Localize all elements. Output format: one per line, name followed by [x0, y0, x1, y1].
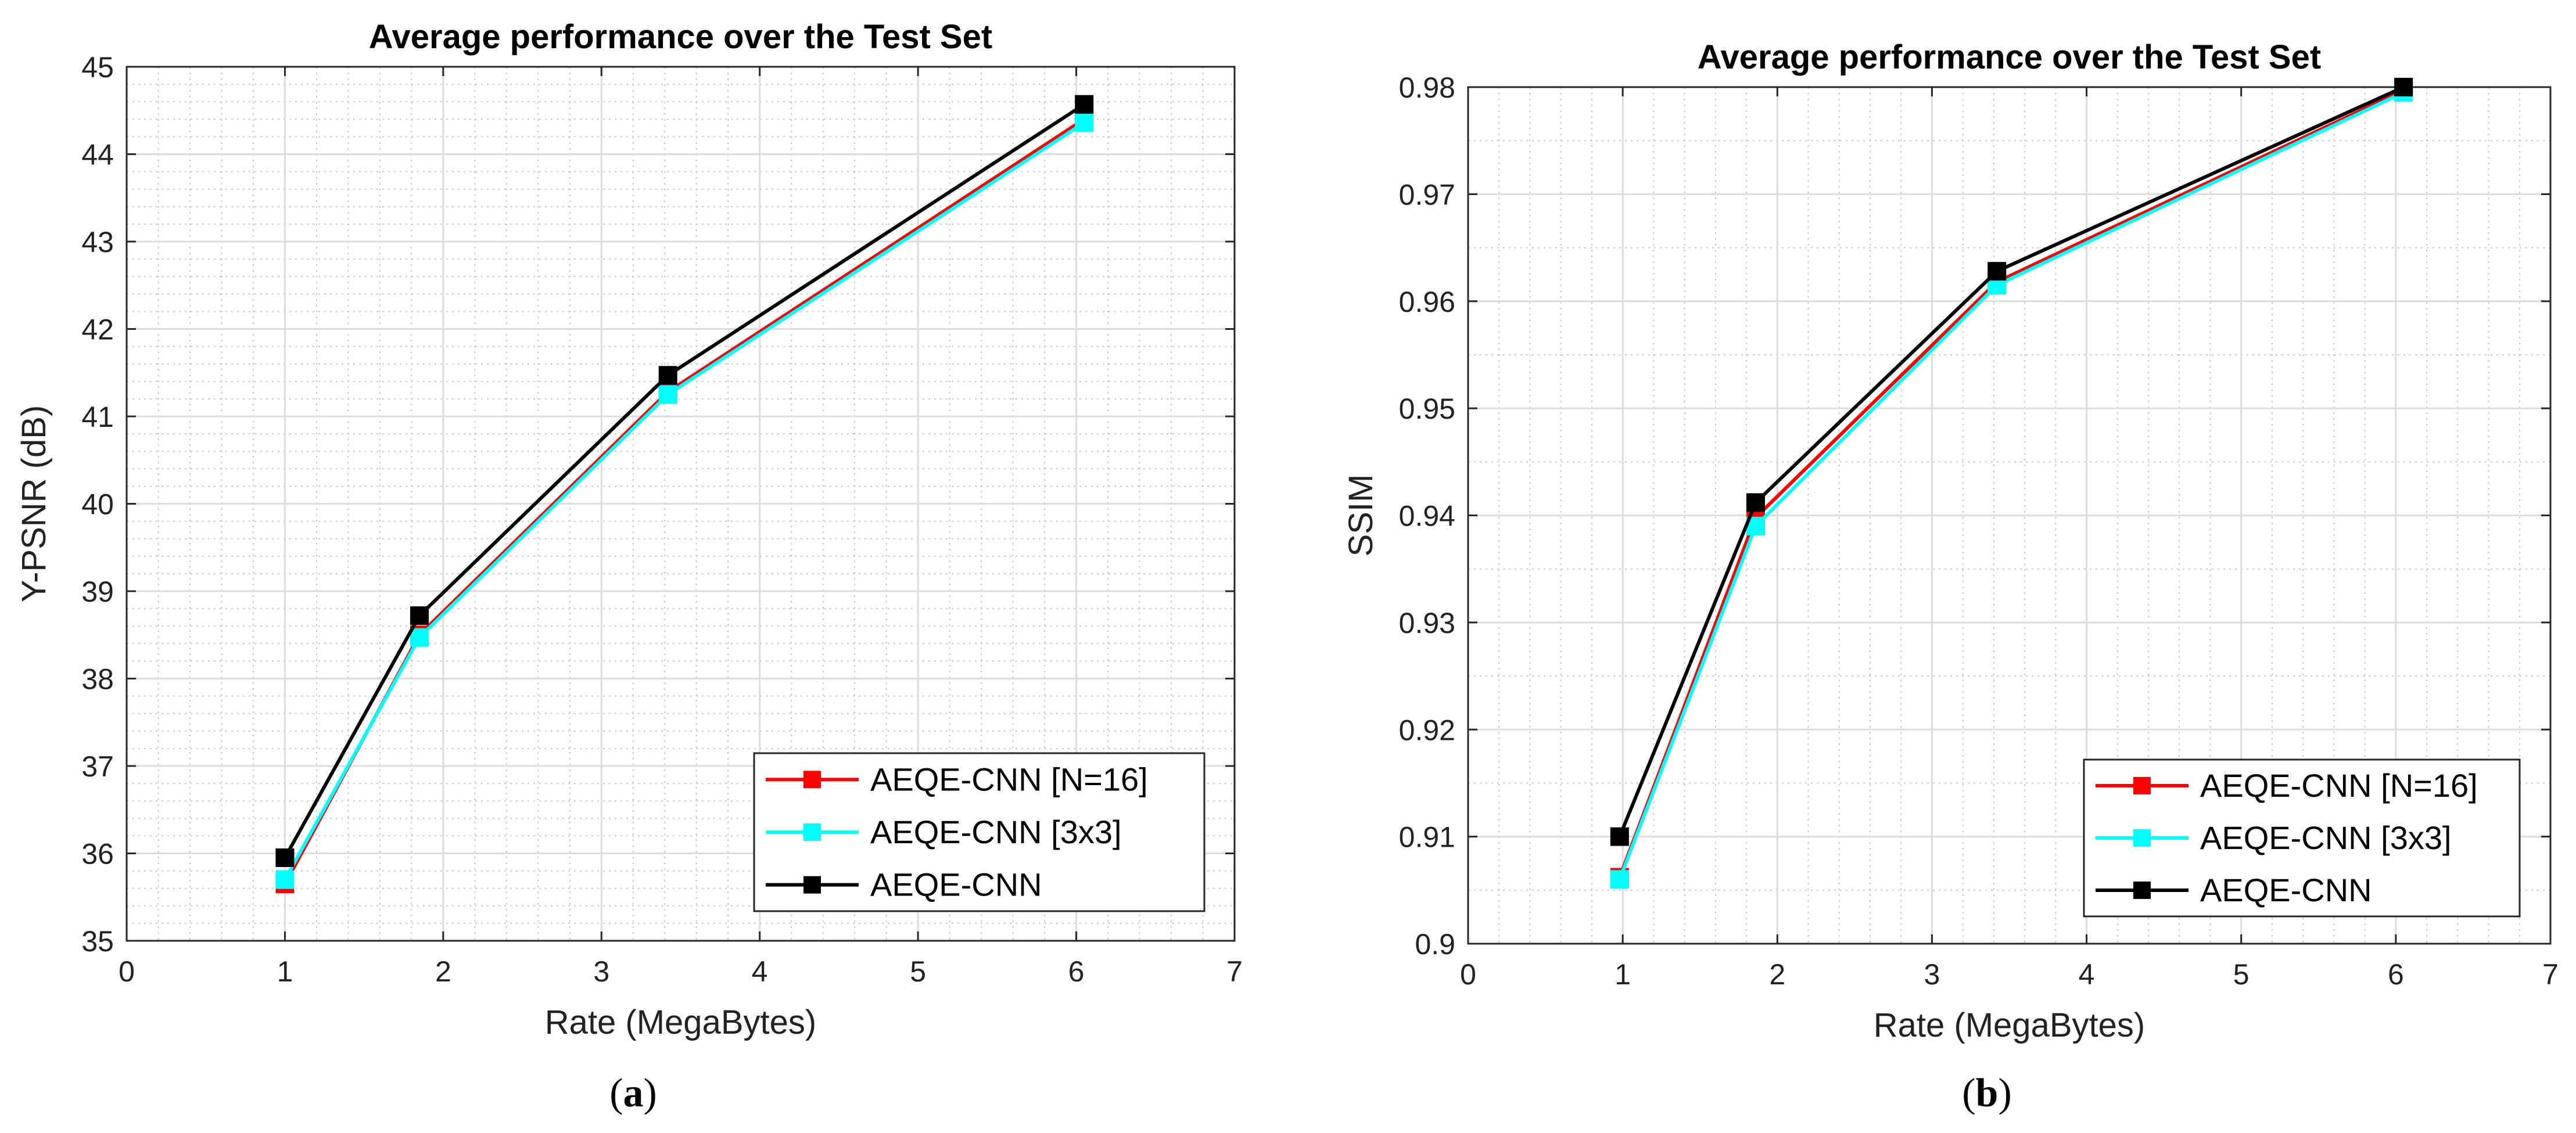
y-tick-label: 0.91 — [1399, 821, 1455, 854]
y-tick-label: 0.9 — [1415, 928, 1455, 961]
series-group — [1610, 78, 2413, 889]
panel-caption-letter: a — [623, 1071, 644, 1116]
data-point — [275, 870, 295, 889]
series-group — [275, 95, 1094, 894]
y-axis-label: Y-PSNR (dB) — [15, 405, 53, 603]
legend-label: AEQE-CNN [N=16] — [870, 761, 1148, 797]
legend-swatch-marker — [2133, 882, 2151, 899]
legend-label: AEQE-CNN [N=16] — [2200, 767, 2478, 804]
legend: AEQE-CNN [N=16] AEQE-CNN [3x3] AEQE-CNN — [2083, 758, 2521, 918]
data-point — [410, 628, 429, 647]
x-tick-label: 1 — [1615, 958, 1631, 991]
data-point — [275, 848, 295, 868]
panel-caption: (a) — [609, 1071, 657, 1116]
chart-title: Average performance over the Test Set — [369, 18, 992, 56]
ticks: 0 1 2 3 4 5 6 7 0.9 0.91 0.92 0.93 0.94 0.95 0.96 0.97 0… — [1399, 71, 2559, 991]
x-tick-label: 7 — [1226, 955, 1243, 988]
y-tick-label: 39 — [81, 576, 114, 608]
x-axis-label: Rate (MegaBytes) — [1874, 1006, 2145, 1044]
data-point — [1987, 262, 2007, 281]
y-tick-label: 38 — [81, 663, 114, 696]
data-point — [1075, 95, 1094, 114]
y-tick-label: 0.93 — [1399, 607, 1455, 639]
x-tick-label: 6 — [1068, 955, 1085, 988]
x-tick-label: 4 — [752, 955, 768, 988]
y-tick-label: 40 — [81, 488, 114, 521]
x-tick-label: 2 — [435, 955, 451, 988]
data-point — [410, 606, 429, 625]
x-tick-label: 5 — [2233, 958, 2249, 991]
data-point — [1610, 827, 1629, 846]
series-line-0 — [1618, 88, 2405, 878]
data-point — [1746, 493, 1766, 512]
series-line-2 — [283, 103, 1085, 859]
y-axis-label: SSIM — [1342, 474, 1380, 557]
data-point — [1075, 113, 1094, 132]
x-tick-label: 5 — [910, 955, 926, 988]
y-tick-label: 0.98 — [1399, 71, 1455, 104]
legend-label: AEQE-CNN — [2200, 872, 2372, 908]
y-tick-label: 45 — [81, 51, 114, 84]
series-line-2 — [1618, 85, 2405, 837]
legend-label: AEQE-CNN [3x3] — [870, 814, 1122, 850]
x-tick-label: 0 — [119, 955, 135, 988]
x-axis-label: Rate (MegaBytes) — [545, 1003, 816, 1041]
chart-title: Average performance over the Test Set — [1698, 38, 2321, 76]
legend-swatch-marker — [803, 876, 821, 894]
y-tick-label: 0.92 — [1399, 714, 1455, 746]
legend-swatch-marker — [803, 771, 821, 789]
y-tick-label: 37 — [81, 750, 114, 783]
y-tick-label: 41 — [81, 401, 114, 433]
data-point — [1610, 870, 1629, 889]
panel-caption-letter: b — [1976, 1071, 1999, 1116]
data-point — [658, 366, 677, 385]
series-line-1 — [1618, 91, 2405, 880]
y-tick-label: 0.97 — [1399, 178, 1455, 211]
x-tick-label: 4 — [2079, 958, 2095, 991]
y-tick-label: 0.94 — [1399, 500, 1455, 533]
panel-caption: (b) — [1962, 1071, 2012, 1116]
legend-swatch-marker — [2133, 777, 2151, 794]
legend-swatch-marker — [2133, 829, 2151, 847]
x-tick-label: 0 — [1460, 958, 1476, 991]
legend-swatch-marker — [803, 823, 821, 841]
x-tick-label: 3 — [1924, 958, 1940, 991]
y-tick-label: 43 — [81, 226, 114, 258]
y-tick-label: 36 — [81, 838, 114, 871]
series-line-1 — [283, 121, 1085, 881]
y-tick-label: 35 — [81, 925, 114, 958]
legend-label: AEQE-CNN [3x3] — [2200, 819, 2452, 856]
legend-label: AEQE-CNN — [870, 866, 1042, 903]
x-tick-label: 2 — [1769, 958, 1785, 991]
y-tick-label: 0.96 — [1399, 286, 1455, 318]
y-tick-label: 42 — [81, 314, 114, 346]
data-point — [658, 385, 677, 404]
y-tick-label: 0.95 — [1399, 393, 1455, 425]
x-tick-label: 3 — [593, 955, 609, 988]
chart-ssim: 0 1 2 3 4 5 6 7 0.9 0.91 0.92 0.93 0.94 0.95 0.96 0.97 0… — [1342, 38, 2559, 1116]
x-tick-label: 7 — [2542, 958, 2559, 991]
legend: AEQE-CNN [N=16] AEQE-CNN [3x3] AEQE-CNN — [753, 752, 1206, 912]
y-tick-label: 44 — [81, 139, 114, 171]
x-tick-label: 6 — [2388, 958, 2404, 991]
x-tick-label: 1 — [277, 955, 293, 988]
data-point — [2394, 78, 2413, 96]
